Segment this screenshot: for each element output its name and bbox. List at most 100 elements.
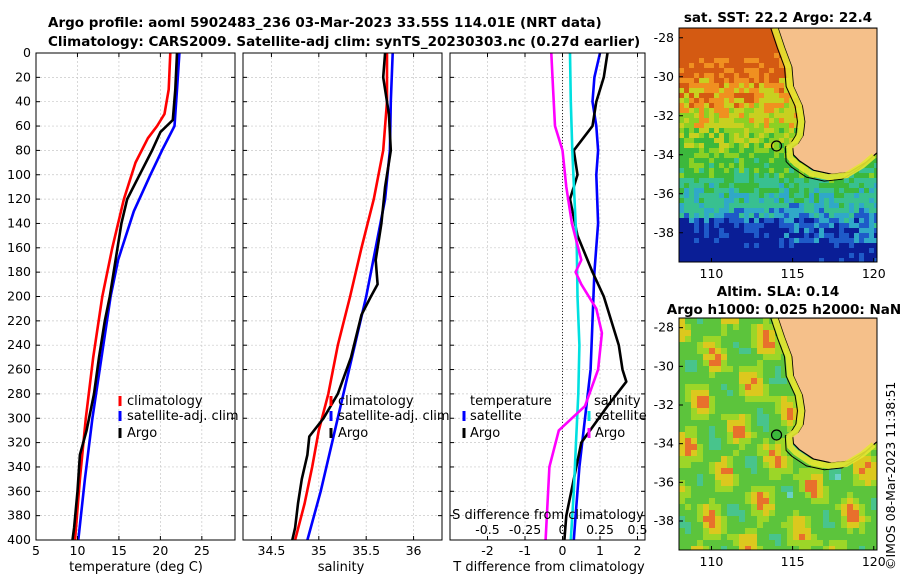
map-cell: [734, 213, 739, 218]
map-cell: [715, 498, 721, 504]
map-cell: [751, 420, 757, 426]
map-cell: [759, 153, 764, 158]
map-cell: [759, 138, 764, 143]
map-cell: [781, 528, 787, 534]
map-cell: [853, 528, 859, 534]
map-cell: [703, 438, 709, 444]
map-cell: [714, 128, 719, 133]
map-cell: [709, 188, 714, 193]
map-cell: [781, 396, 787, 402]
map-cell: [694, 113, 699, 118]
map-cell: [679, 396, 685, 402]
map-cell: [805, 480, 811, 486]
map-cell: [849, 238, 854, 243]
map-cell: [721, 546, 727, 550]
map-cell: [694, 128, 699, 133]
map-cell: [757, 390, 763, 396]
map-cell: [835, 510, 841, 516]
map-cell: [759, 68, 764, 73]
map-cell: [865, 504, 871, 510]
map-cell: [679, 384, 685, 390]
map-cell: [697, 378, 703, 384]
map-cell: [699, 88, 704, 93]
map-cell: [769, 378, 775, 384]
map-cell: [774, 78, 779, 83]
map-cell: [829, 540, 835, 546]
map-cell: [685, 420, 691, 426]
map-cell: [734, 218, 739, 223]
map-cell: [684, 193, 689, 198]
map-cell: [749, 223, 754, 228]
map-cell: [759, 93, 764, 98]
map-cell: [714, 163, 719, 168]
map-cell: [734, 108, 739, 113]
map-cell: [714, 98, 719, 103]
map-cell: [859, 213, 864, 218]
map-cell: [709, 73, 714, 78]
map-cell: [769, 118, 774, 123]
map-cell: [714, 233, 719, 238]
map-cell: [724, 58, 729, 63]
map-cell: [811, 516, 817, 522]
map-cell: [691, 456, 697, 462]
map-cell: [704, 258, 709, 262]
map-cell: [704, 188, 709, 193]
map-cell: [724, 193, 729, 198]
map-cell: [839, 183, 844, 188]
map-cell: [769, 248, 774, 253]
map-cell: [679, 450, 685, 456]
map-cell: [757, 546, 763, 550]
map-cell: [709, 510, 715, 516]
map-cell: [745, 462, 751, 468]
map-cell: [844, 188, 849, 193]
map-cell: [849, 218, 854, 223]
map-cell: [694, 78, 699, 83]
map-cell: [719, 238, 724, 243]
difference-xlabel: T difference from climatology: [452, 560, 645, 575]
map-cell: [729, 83, 734, 88]
map-cell: [679, 168, 684, 173]
map-cell: [864, 178, 869, 183]
map-cell: [854, 198, 859, 203]
map-cell: [679, 462, 685, 468]
map-cell: [784, 103, 789, 108]
map-cell: [679, 390, 685, 396]
map-cell: [829, 468, 835, 474]
temperature-panel: 5 10 15 20 250204060801001201401601802002202…: [7, 45, 236, 558]
map-cell: [775, 492, 781, 498]
map-cell: [719, 108, 724, 113]
map-cell: [697, 534, 703, 540]
map-cell: [703, 480, 709, 486]
map-cell: [745, 522, 751, 528]
map-cell: [685, 414, 691, 420]
map-cell: [709, 228, 714, 233]
map-cell: [691, 480, 697, 486]
map-cell: [793, 504, 799, 510]
map-cell: [724, 188, 729, 193]
map-cell: [775, 540, 781, 546]
map-cell: [759, 73, 764, 78]
map-cell: [844, 243, 849, 248]
map-cell: [769, 193, 774, 198]
map-cell: [819, 233, 824, 238]
map-cell: [809, 233, 814, 238]
map-cell: [759, 103, 764, 108]
map-cell: [714, 198, 719, 203]
map-cell: [727, 336, 733, 342]
map-cell: [854, 223, 859, 228]
map-cell: [724, 253, 729, 258]
map-cell: [805, 546, 811, 550]
map-cell: [689, 213, 694, 218]
map-cell: [829, 213, 834, 218]
map-cell: [709, 78, 714, 83]
map-cell: [694, 153, 699, 158]
map-cell: [781, 366, 787, 372]
map-cell: [719, 258, 724, 262]
map-cell: [853, 486, 859, 492]
map-cell: [774, 58, 779, 63]
map-cell: [679, 516, 685, 522]
map-cell: [859, 208, 864, 213]
map-cell: [834, 193, 839, 198]
map-cell: [679, 188, 684, 193]
map-cell: [751, 546, 757, 550]
